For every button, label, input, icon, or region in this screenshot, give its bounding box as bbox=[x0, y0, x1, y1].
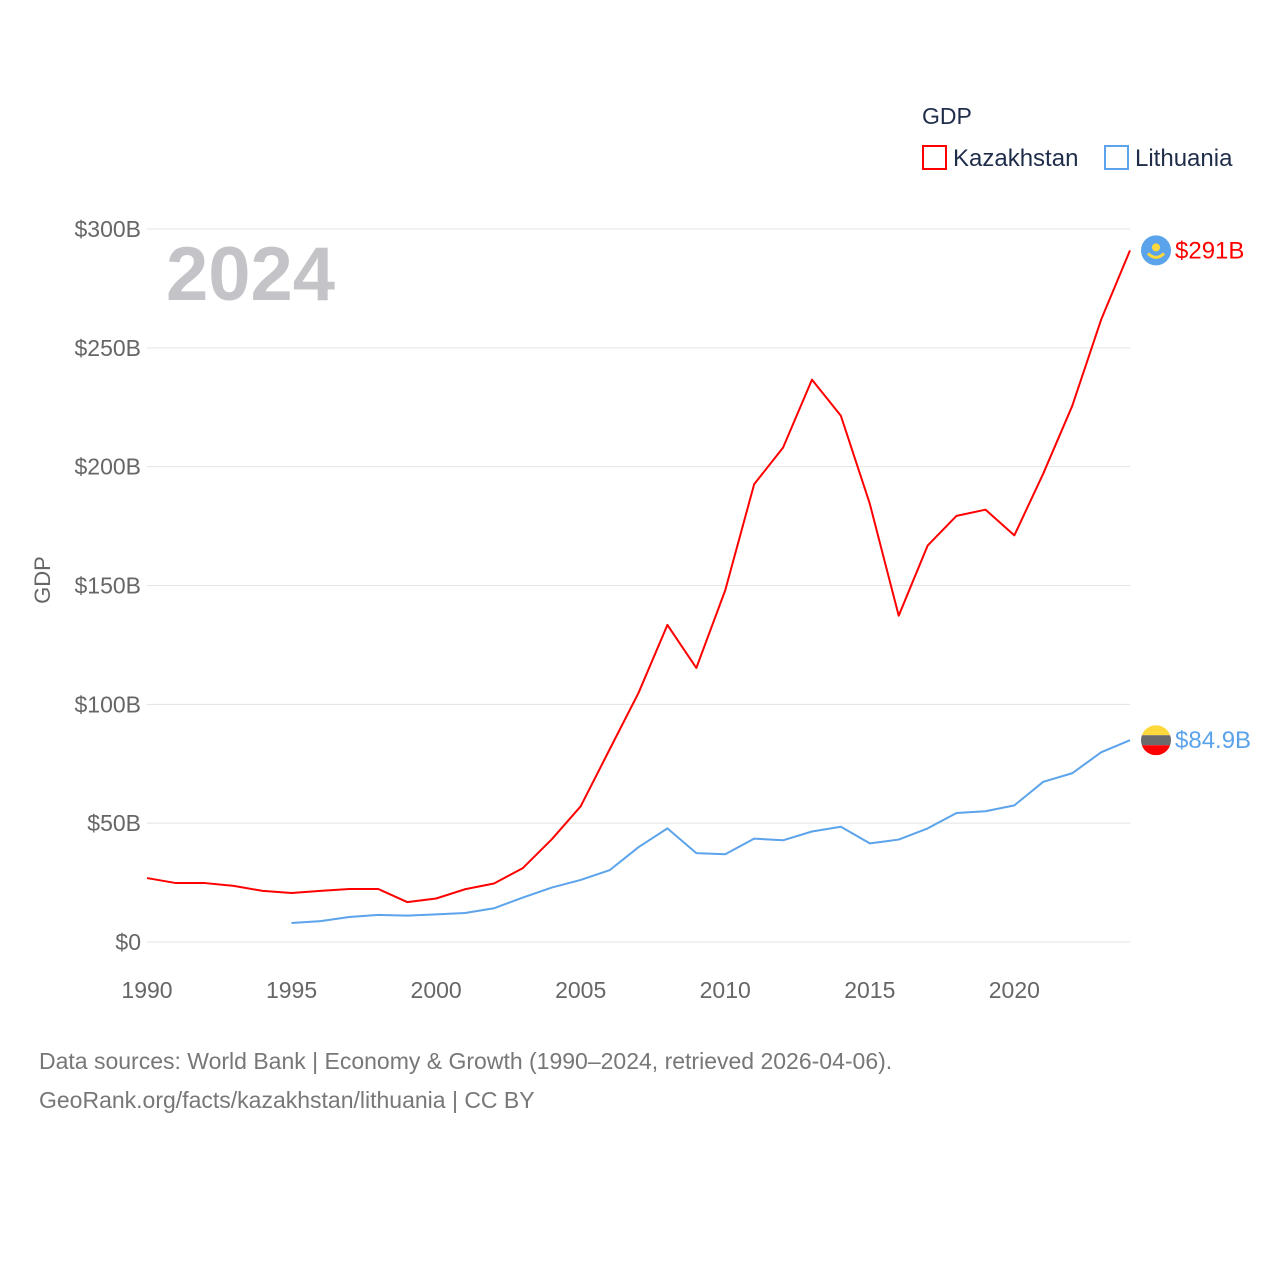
y-tick-label: $50B bbox=[87, 810, 141, 836]
x-tick-label: 2005 bbox=[555, 977, 606, 1003]
legend-label-kazakhstan[interactable]: Kazakhstan bbox=[953, 145, 1078, 172]
gridlines bbox=[147, 228, 1130, 943]
y-axis-ticks: $0 $50B $100B $150B $200B $250B $300B bbox=[74, 216, 141, 955]
legend-title: GDP bbox=[922, 103, 972, 129]
y-tick-label: $0 bbox=[115, 929, 141, 955]
x-tick-label: 2015 bbox=[844, 977, 895, 1003]
legend-label-lithuania[interactable]: Lithuania bbox=[1135, 145, 1233, 172]
end-label-lithuania: $84.9B bbox=[1175, 727, 1251, 754]
end-label-kazakhstan: $291B bbox=[1175, 237, 1244, 264]
x-tick-label: 1995 bbox=[266, 977, 317, 1003]
y-tick-label: $150B bbox=[74, 573, 141, 599]
year-watermark: 2024 bbox=[166, 232, 335, 317]
legend-swatch-lithuania[interactable] bbox=[1104, 145, 1129, 170]
footer-source: Data sources: World Bank | Economy & Gro… bbox=[39, 1048, 892, 1074]
x-tick-label: 2000 bbox=[411, 977, 462, 1003]
x-axis-ticks: 1990 1995 2000 2005 2010 2015 2020 bbox=[121, 977, 1040, 1003]
legend-swatch-kazakhstan[interactable] bbox=[922, 145, 947, 170]
series-line-kazakhstan[interactable] bbox=[146, 250, 1131, 904]
y-tick-label: $250B bbox=[74, 335, 141, 361]
series-lines: $291B $84.9B bbox=[146, 235, 1251, 924]
x-tick-label: 1990 bbox=[121, 977, 172, 1003]
y-axis-label: GDP bbox=[30, 556, 55, 604]
y-tick-label: $300B bbox=[74, 216, 141, 242]
kazakhstan-flag-icon bbox=[1141, 235, 1171, 266]
x-tick-label: 2010 bbox=[700, 977, 751, 1003]
lithuania-flag-icon bbox=[1141, 725, 1171, 756]
x-tick-label: 2020 bbox=[989, 977, 1040, 1003]
series-line-lithuania[interactable] bbox=[291, 739, 1131, 924]
legend: GDP Kazakhstan Lithuania bbox=[922, 103, 1233, 172]
y-tick-label: $200B bbox=[74, 454, 141, 480]
y-tick-label: $100B bbox=[74, 691, 141, 717]
footer-attribution[interactable]: GeoRank.org/facts/kazakhstan/lithuania |… bbox=[39, 1087, 535, 1113]
